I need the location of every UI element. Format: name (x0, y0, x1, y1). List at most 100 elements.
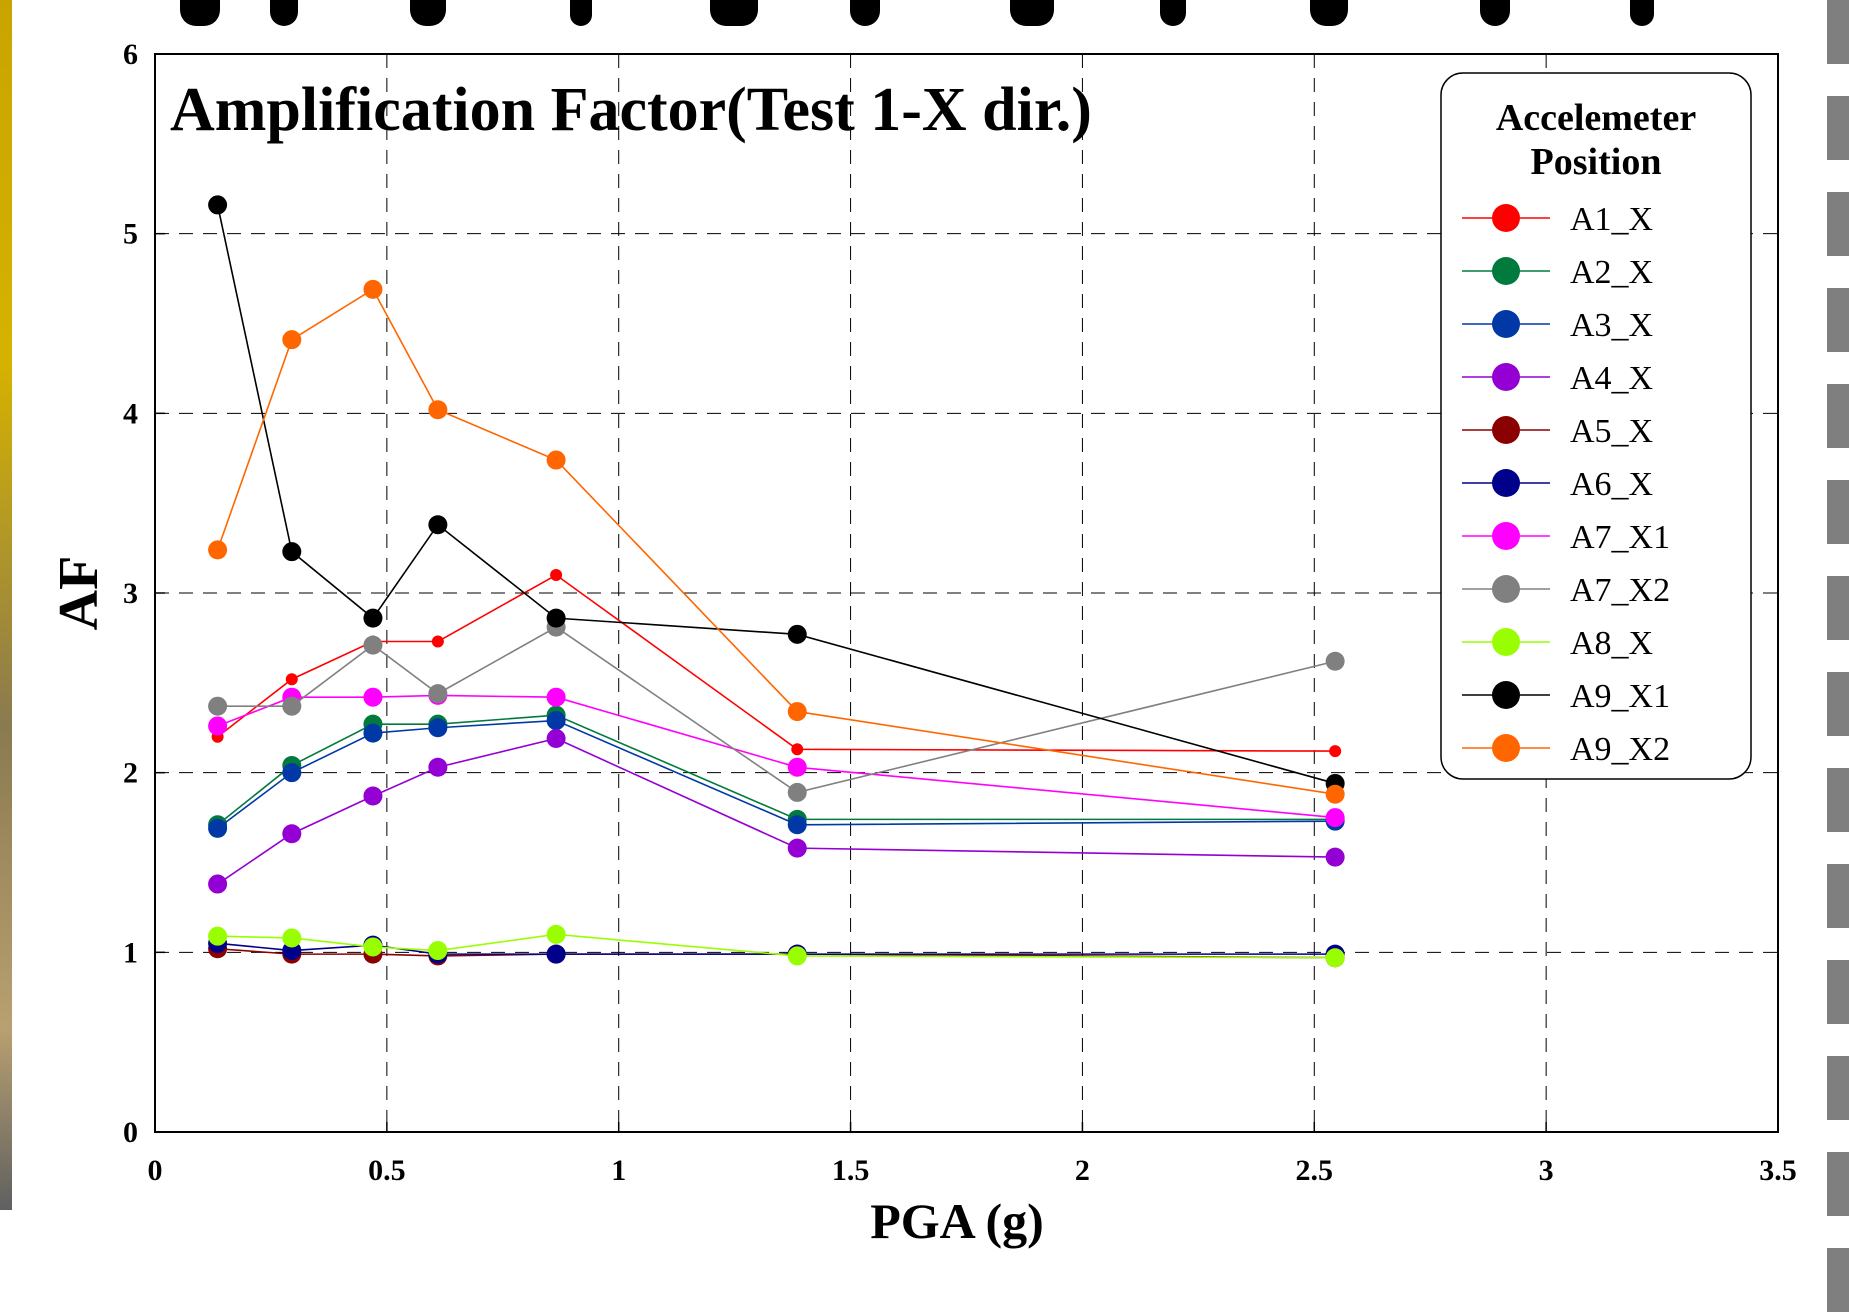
legend-label: A6_X (1570, 466, 1653, 503)
y-tick-label: 6 (123, 38, 138, 71)
legend-label: A7_X1 (1570, 519, 1670, 556)
series-line-a9-x2 (216, 288, 1336, 796)
cropped-caption-top (150, 0, 1710, 34)
legend-marker (1492, 575, 1520, 603)
series-layer (208, 195, 1345, 968)
data-point-a3-x (787, 815, 807, 835)
x-tick-label: 0 (148, 1154, 163, 1187)
legend-label: A9_X1 (1570, 678, 1670, 715)
cropped-glyph (570, 0, 592, 26)
cropped-glyph (410, 0, 446, 26)
series-a4-x (208, 729, 1345, 894)
border-dash (1827, 672, 1849, 736)
legend-items: A1_X A2_X A3_X A4_X A5_X A6_X A7_X1 A7_X2 A8_X A9… (1462, 201, 1670, 768)
y-tick-label: 0 (123, 1116, 138, 1149)
data-point-a8-x (363, 937, 383, 957)
series-a9-x1 (208, 195, 1345, 793)
border-dash (1827, 96, 1849, 160)
amplification-factor-chart: 0 0.5 1 1.5 2 2.5 3 3.5 0 1 2 3 4 5 6 Amplification F… (48, 38, 1797, 1249)
data-point-a3-x (282, 763, 302, 783)
legend-item: A7_X2 (1462, 572, 1670, 609)
series-a7-x1 (208, 685, 1345, 828)
x-axis-ticks: 0 0.5 1 1.5 2 2.5 3 3.5 (148, 1122, 1797, 1187)
x-tick-label: 2 (1075, 1154, 1090, 1187)
legend-label: A2_X (1570, 254, 1653, 291)
data-point-a9-x1 (428, 515, 448, 535)
data-point-a7-x2 (1325, 651, 1345, 671)
border-dash (1827, 1248, 1849, 1312)
data-point-a4-x (428, 757, 448, 777)
data-point-a4-x (363, 786, 383, 806)
border-dash (1827, 960, 1849, 1024)
data-point-a9-x2 (787, 702, 807, 722)
legend-marker (1492, 310, 1520, 338)
border-dash (1827, 384, 1849, 448)
legend-marker (1492, 522, 1520, 550)
data-point-a4-x (208, 874, 228, 894)
cropped-glyph (180, 0, 220, 26)
cropped-glyph (1630, 0, 1654, 26)
data-point-a9-x1 (282, 542, 302, 562)
series-line-a4-x (217, 737, 1336, 885)
legend-item: A8_X (1462, 625, 1653, 662)
legend-marker (1492, 628, 1520, 656)
border-dash (1827, 0, 1849, 64)
legend-item: A7_X1 (1462, 519, 1670, 556)
chart-title: Amplification Factor(Test 1-X dir.) (170, 76, 1092, 144)
border-dash (1827, 1056, 1849, 1120)
data-point-a9-x2 (282, 330, 302, 350)
data-point-a3-x (208, 818, 228, 838)
data-point-a9-x2 (428, 400, 448, 420)
data-point-a7-x2 (787, 782, 807, 802)
border-dash (1827, 576, 1849, 640)
legend-item: A5_X (1462, 413, 1653, 450)
data-point-a6-x (546, 944, 566, 964)
legend-marker (1492, 204, 1520, 232)
legend-item: A1_X (1462, 201, 1653, 238)
cropped-glyph (270, 0, 298, 26)
legend-item: A9_X1 (1462, 678, 1670, 715)
photo-edge-left (0, 0, 12, 1210)
series-line-a7-x2 (217, 626, 1336, 794)
x-tick-label: 1 (611, 1154, 626, 1187)
x-tick-label: 3.5 (1759, 1154, 1797, 1187)
x-tick-label: 2.5 (1296, 1154, 1334, 1187)
data-point-a9-x2 (363, 279, 383, 299)
data-point-a8-x (428, 941, 448, 961)
x-tick-label: 0.5 (368, 1154, 406, 1187)
data-point-a7-x1 (787, 757, 807, 777)
legend-marker (1492, 734, 1520, 762)
legend-marker (1492, 469, 1520, 497)
data-point-a4-x (546, 729, 566, 749)
legend-label: A3_X (1570, 307, 1653, 344)
data-point-a9-x1 (363, 608, 383, 628)
data-point-a4-x (787, 838, 807, 858)
data-point-a8-x (1325, 948, 1345, 968)
legend-label: A4_X (1570, 360, 1653, 397)
cropped-glyph (1160, 0, 1186, 26)
cropped-glyph (1480, 0, 1510, 26)
legend-label: A7_X2 (1570, 572, 1670, 609)
data-point-a7-x2 (428, 684, 448, 704)
data-point-a9-x1 (546, 608, 566, 628)
legend-box (1440, 72, 1752, 780)
y-tick-label: 4 (123, 397, 138, 430)
y-tick-label: 1 (123, 936, 138, 969)
border-dash (1827, 480, 1849, 544)
data-point-a3-x (546, 711, 566, 731)
y-axis-ticks: 0 1 2 3 4 5 6 (123, 38, 165, 1149)
border-dash (1827, 864, 1849, 928)
data-point-a7-x1 (1325, 808, 1345, 828)
border-dash (1827, 768, 1849, 832)
y-tick-label: 2 (123, 757, 138, 790)
data-point-a9-x2 (546, 450, 566, 470)
legend-label: A1_X (1570, 201, 1653, 238)
legend-label: A9_X2 (1570, 731, 1670, 768)
legend-marker (1492, 681, 1520, 709)
series-a7-x2 (208, 617, 1345, 802)
data-point-a1-x (791, 743, 804, 756)
data-point-a3-x (428, 718, 448, 738)
data-point-a1-x (431, 635, 444, 648)
data-point-a7-x1 (546, 687, 566, 707)
cropped-glyph (850, 0, 880, 26)
